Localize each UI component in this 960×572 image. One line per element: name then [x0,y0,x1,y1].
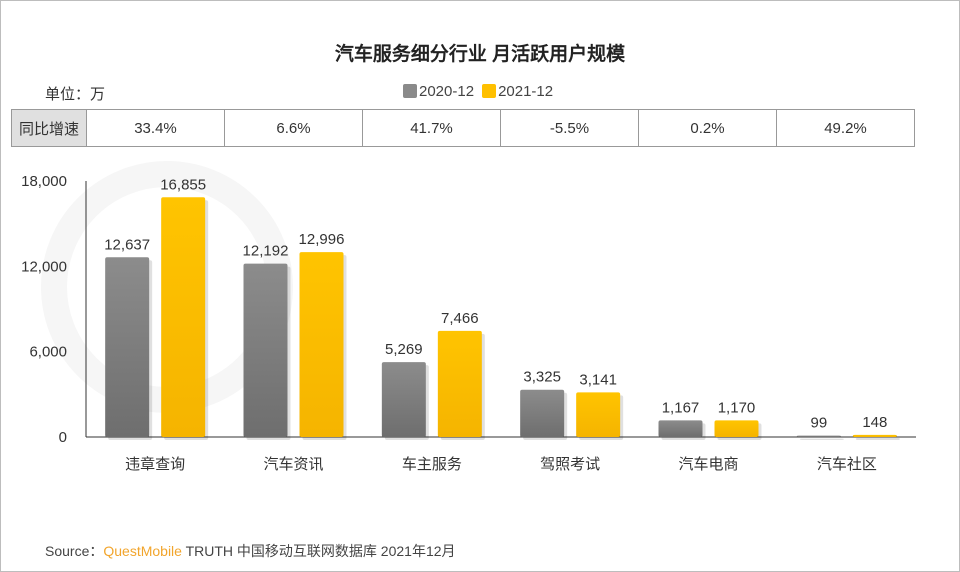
growth-cell: 6.6% [224,109,363,147]
bar-2021-12 [852,434,897,437]
legend-label: 2021-12 [498,83,554,100]
bar-2021-12 [576,392,621,437]
growth-cell: 33.4% [86,109,225,147]
growth-cell: -5.5% [500,109,639,147]
bar-2020-12 [520,389,565,437]
y-tick-label: 6,000 [29,344,67,361]
bar-2021-12 [299,252,344,437]
source-prefix: Source： [45,543,104,559]
data-label: 12,996 [299,231,345,248]
source-brand: QuestMobile [103,543,182,559]
data-label: 3,325 [523,369,561,386]
x-tick-label: 汽车电商 [678,456,738,473]
bar-2020-12 [796,435,841,437]
growth-header: 同比增速 [11,109,87,147]
growth-cell: 49.2% [776,109,915,147]
bar-2020-12 [105,257,150,437]
x-tick-label: 汽车资讯 [263,456,323,473]
legend: 2020-12 2021-12 [403,83,553,100]
data-label: 7,466 [441,310,479,327]
legend-item-2021: 2021-12 [482,83,553,100]
bar-2020-12 [381,362,426,437]
chart-title: 汽车服务细分行业 月活跃用户规模 [334,44,626,65]
y-tick-label: 18,000 [21,173,67,190]
bar-2021-12 [437,330,482,437]
data-label: 1,167 [662,399,700,416]
bar-2021-12 [714,420,759,437]
data-label: 12,192 [243,243,289,260]
growth-cell: 0.2% [638,109,777,147]
growth-cell: 41.7% [362,109,501,147]
y-tick-label: 12,000 [21,258,67,275]
data-label: 16,855 [160,176,206,193]
x-tick-label: 违章查询 [125,455,185,473]
growth-table: 同比增速 33.4% 6.6% 41.7% -5.5% 0.2% 49.2% [11,109,915,147]
data-label: 12,637 [104,236,150,253]
x-tick-label: 驾照考试 [540,456,600,473]
legend-label: 2020-12 [419,83,475,100]
data-label: 148 [862,414,887,431]
bar-shadow [799,438,844,440]
bar-2021-12 [161,197,206,437]
bar-chart: 0 6,000 12,000 18,000 违章查询 12,637 16,855 汽车资讯 12… [21,173,916,473]
source-text: TRUTH 中国移动互联网数据库 2021年12月 [185,543,456,559]
legend-item-2020: 2020-12 [403,83,474,100]
x-tick-label: 车主服务 [402,456,462,473]
source-note: Source：QuestMobile TRUTH 中国移动互联网数据库 2021… [45,541,456,561]
data-label: 1,170 [718,399,756,416]
bar-2020-12 [658,420,703,437]
bar-2020-12 [243,263,288,437]
x-tick-label: 汽车社区 [817,456,877,473]
data-label: 3,141 [579,371,617,388]
data-label: 5,269 [385,341,423,358]
data-label: 99 [810,415,827,432]
unit-label: 单位：万 [45,86,106,103]
bar-shadow [855,437,900,440]
y-tick-label: 0 [59,429,67,446]
